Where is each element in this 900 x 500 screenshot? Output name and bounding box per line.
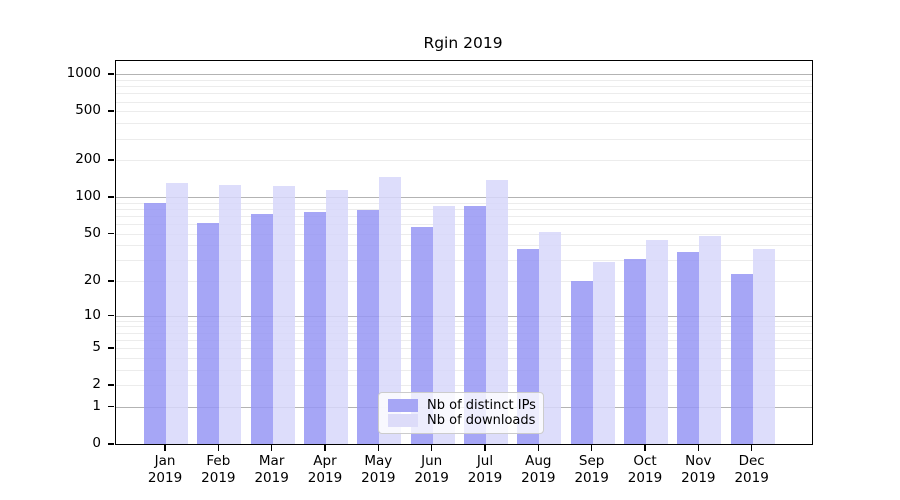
y-axis: 0 1 2 5 10 20 50 100 200 500 1000 <box>0 60 114 451</box>
bar-nb-of-distinct-ips-mar <box>250 214 273 444</box>
x-tick-label: Sep 2019 <box>574 452 609 486</box>
y-tick-label: 5 <box>92 339 101 356</box>
bar-nb-of-downloads-may <box>379 176 402 444</box>
y-tick <box>108 159 114 161</box>
bar-nb-of-downloads-mar <box>272 185 295 444</box>
y-tick <box>108 73 114 75</box>
y-tick <box>108 443 114 445</box>
y-gridline-minor <box>116 138 812 140</box>
x-tick <box>750 444 753 451</box>
x-tick <box>484 444 486 451</box>
legend-item-downloads: Nb of downloads <box>388 413 536 428</box>
x-tick <box>430 444 433 451</box>
x-tick <box>270 444 273 451</box>
x-tick-label: Apr 2019 <box>307 452 343 486</box>
y-tick-label: 0 <box>92 435 101 451</box>
bar-nb-of-downloads-jul <box>485 180 508 444</box>
legend: Nb of distinct IPs Nb of downloads <box>378 392 544 434</box>
x-tick-label: Feb 2019 <box>201 452 236 486</box>
y-gridline-major <box>116 197 812 199</box>
x-tick-label: Jan 2019 <box>147 452 183 486</box>
bar-nb-of-distinct-ips-dec <box>730 273 753 444</box>
bar-nb-of-distinct-ips-oct <box>623 258 646 444</box>
y-tick <box>108 110 114 112</box>
bar-nb-of-distinct-ips-jan <box>144 202 166 444</box>
y-tick-label: 50 <box>83 224 101 241</box>
x-axis: Jan 2019 Feb 2019 Mar 2019 Apr 2019 May 2019… <box>115 444 811 497</box>
bar-nb-of-distinct-ips-sep <box>570 281 593 444</box>
x-tick-label: Oct 2019 <box>627 452 663 486</box>
bar-nb-of-downloads-aug <box>539 231 562 444</box>
x-tick <box>537 444 540 451</box>
y-tick-label: 2 <box>92 376 101 393</box>
y-tick-label: 20 <box>83 272 101 289</box>
chart-title: Rgin 2019 <box>423 34 503 52</box>
legend-swatch-distinct-ips <box>388 399 418 412</box>
legend-label-downloads: Nb of downloads <box>427 413 536 428</box>
y-tick <box>108 405 114 408</box>
bar-nb-of-downloads-sep <box>592 262 615 444</box>
bar-nb-of-downloads-jan <box>166 183 188 444</box>
x-tick-label: Dec 2019 <box>734 452 769 486</box>
y-gridline-minor <box>116 86 812 88</box>
y-tick-label: 1 <box>92 397 101 414</box>
bar-nb-of-downloads-apr <box>325 189 348 444</box>
bar-nb-of-downloads-jun <box>432 206 455 444</box>
y-tick <box>108 232 114 235</box>
y-tick <box>108 314 114 317</box>
y-tick <box>108 347 114 349</box>
bar-nb-of-downloads-nov <box>699 235 722 444</box>
y-gridline-minor <box>116 160 812 162</box>
x-tick <box>377 444 380 451</box>
bar-nb-of-distinct-ips-may <box>357 210 380 444</box>
x-tick <box>324 444 326 451</box>
y-tick <box>108 280 114 282</box>
x-tick <box>217 444 220 451</box>
bar-nb-of-downloads-feb <box>219 185 242 444</box>
plot-area <box>115 60 813 445</box>
y-gridline-minor <box>116 202 812 204</box>
x-tick-label: May 2019 <box>361 452 396 486</box>
y-tick-label: 1000 <box>66 65 101 82</box>
x-tick <box>644 444 646 451</box>
y-tick-label: 500 <box>75 102 101 119</box>
legend-label-distinct-ips: Nb of distinct IPs <box>427 398 536 413</box>
x-tick-label: Mar 2019 <box>254 452 289 486</box>
bar-nb-of-downloads-dec <box>752 249 775 444</box>
y-gridline-minor <box>116 80 812 82</box>
x-tick-label: Aug 2019 <box>521 452 556 486</box>
bar-nb-of-distinct-ips-apr <box>303 212 326 444</box>
x-tick <box>697 444 700 451</box>
bar-nb-of-distinct-ips-feb <box>197 223 220 444</box>
y-gridline-major <box>116 74 812 76</box>
x-tick <box>164 444 166 451</box>
y-tick-label: 200 <box>75 151 101 168</box>
y-gridline-minor <box>116 111 812 113</box>
y-gridline-minor <box>116 93 812 95</box>
y-tick-label: 100 <box>75 188 101 205</box>
legend-item-distinct-ips: Nb of distinct IPs <box>388 398 536 413</box>
y-tick <box>108 196 114 198</box>
y-tick <box>108 384 114 386</box>
bar-nb-of-distinct-ips-nov <box>677 252 700 444</box>
bar-nb-of-distinct-ips-jul <box>463 205 486 444</box>
x-tick-label: Nov 2019 <box>681 452 716 486</box>
x-tick <box>590 444 593 451</box>
bar-nb-of-downloads-oct <box>645 240 668 444</box>
x-tick-label: Jul 2019 <box>467 452 503 486</box>
x-tick-label: Jun 2019 <box>414 452 449 486</box>
y-gridline-minor <box>116 101 812 103</box>
y-tick-label: 10 <box>83 306 101 323</box>
bar-nb-of-distinct-ips-jun <box>410 226 433 444</box>
legend-swatch-downloads <box>388 414 418 427</box>
y-gridline-minor <box>116 123 812 125</box>
